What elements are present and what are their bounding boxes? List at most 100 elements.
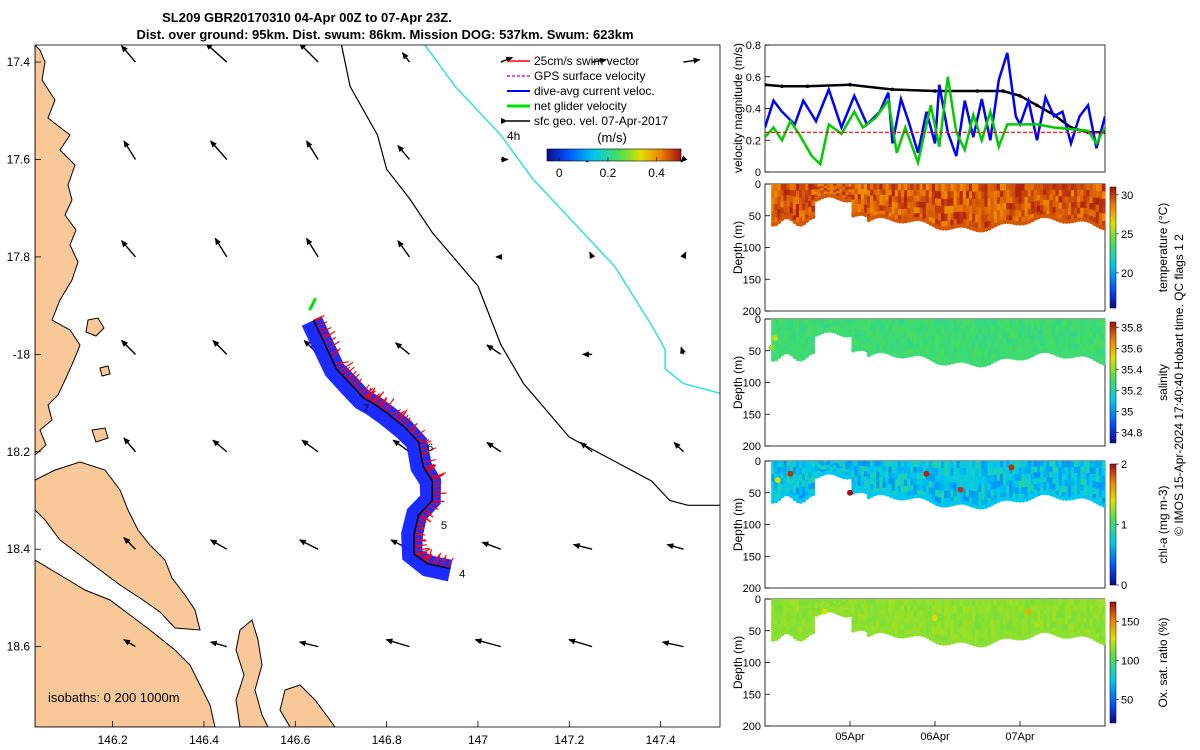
section-cell bbox=[978, 491, 982, 500]
section-cell bbox=[820, 605, 825, 609]
section-cell bbox=[799, 211, 803, 219]
section-cell bbox=[848, 461, 853, 465]
section-cell bbox=[1098, 634, 1103, 643]
section-cell bbox=[1024, 473, 1029, 481]
section-cell bbox=[925, 461, 930, 468]
section-cell bbox=[1043, 466, 1047, 472]
section-colorbar-label: Ox. sat. ratio (%) bbox=[1156, 617, 1170, 707]
section-cell bbox=[1015, 487, 1020, 495]
section-cell bbox=[1024, 624, 1029, 632]
section-cell bbox=[1049, 346, 1054, 353]
section-cell bbox=[792, 202, 797, 210]
section-cell bbox=[845, 184, 850, 188]
section-cell bbox=[910, 348, 914, 356]
map-y-tick-label: 18.2 bbox=[7, 445, 31, 459]
section-cell bbox=[795, 632, 800, 640]
section-cell bbox=[817, 470, 822, 474]
section-cell bbox=[799, 197, 803, 205]
section-cell bbox=[981, 334, 986, 343]
section-cell bbox=[1006, 473, 1010, 481]
section-cell bbox=[873, 488, 877, 495]
section-y-tick-label: 150 bbox=[743, 551, 761, 563]
section-cell bbox=[1083, 472, 1088, 480]
section-cell bbox=[919, 610, 924, 618]
section-cell bbox=[777, 611, 782, 619]
section-cell bbox=[792, 325, 797, 332]
section-colorbar-label: chl-a (mg m-3) bbox=[1156, 485, 1170, 563]
section-cell bbox=[1098, 219, 1103, 228]
section-cell bbox=[1049, 341, 1054, 347]
section-cell bbox=[792, 486, 797, 493]
section-cell bbox=[783, 604, 788, 611]
section-cell bbox=[804, 633, 810, 638]
section-cell bbox=[1052, 319, 1057, 326]
section-cell bbox=[919, 342, 924, 349]
section-cell bbox=[978, 476, 982, 485]
velocity-point bbox=[890, 87, 895, 92]
section-cell bbox=[1089, 599, 1094, 606]
section-cell bbox=[1101, 220, 1106, 229]
island bbox=[99, 365, 111, 377]
section-cell bbox=[916, 490, 921, 497]
section-cell bbox=[1098, 198, 1103, 206]
section-cell bbox=[829, 461, 834, 464]
section-cell bbox=[848, 329, 853, 333]
section-cell bbox=[919, 213, 924, 220]
section-cell bbox=[910, 599, 914, 606]
section-cell bbox=[839, 189, 843, 192]
colorbar-label: (m/s) bbox=[597, 130, 627, 145]
section-cell bbox=[969, 606, 973, 614]
section-cell bbox=[829, 326, 834, 330]
swim-vector bbox=[313, 315, 325, 321]
section-cell bbox=[771, 619, 775, 627]
section-cell bbox=[1058, 214, 1063, 222]
section-cell bbox=[891, 466, 896, 474]
section-cell bbox=[833, 605, 837, 608]
section-cell bbox=[959, 353, 964, 361]
section-cell bbox=[879, 477, 884, 483]
section-cell bbox=[873, 319, 877, 325]
section-cell bbox=[882, 329, 887, 336]
section-cell bbox=[808, 621, 812, 628]
section-cell bbox=[777, 624, 782, 631]
section-cell bbox=[795, 197, 800, 205]
section-cell bbox=[1018, 467, 1023, 475]
swim-vector bbox=[316, 321, 328, 328]
section-cell bbox=[959, 467, 964, 476]
section-cell bbox=[1021, 467, 1026, 475]
section-cell bbox=[1030, 616, 1035, 624]
section-cell bbox=[817, 463, 822, 467]
section-cell bbox=[981, 222, 986, 231]
section-y-tick-label: 0 bbox=[755, 456, 761, 468]
section-cell bbox=[925, 215, 930, 223]
section-cell bbox=[1058, 605, 1063, 612]
section-cell bbox=[817, 601, 822, 605]
section-cell bbox=[814, 463, 819, 467]
section-cell bbox=[975, 326, 979, 335]
section-cell bbox=[854, 199, 859, 205]
section-cell bbox=[944, 184, 948, 192]
section-cell bbox=[876, 345, 880, 352]
section-cell bbox=[1040, 609, 1044, 616]
section-cell bbox=[808, 336, 812, 343]
section-cell bbox=[1012, 624, 1016, 632]
section-cell bbox=[1077, 616, 1081, 624]
copyright-caption: © IMOS 15-Apr-2024 17:40:40 Hobart time.… bbox=[1172, 234, 1186, 536]
section-cell bbox=[962, 198, 967, 206]
section-cell bbox=[1095, 626, 1100, 634]
section-cell bbox=[860, 329, 865, 335]
section-cell bbox=[783, 195, 788, 201]
section-cell bbox=[1064, 184, 1069, 191]
section-cell bbox=[833, 469, 837, 472]
section-cell bbox=[941, 206, 945, 215]
section-cell bbox=[999, 216, 1004, 223]
section-cell bbox=[907, 337, 911, 344]
section-cell bbox=[876, 319, 880, 325]
section-cell bbox=[947, 220, 952, 229]
section-cell bbox=[1086, 461, 1091, 468]
section-cell bbox=[771, 190, 775, 198]
section-cell bbox=[774, 190, 778, 198]
section-cell bbox=[1089, 215, 1094, 223]
section-cell bbox=[860, 204, 865, 210]
section-cell bbox=[1015, 325, 1020, 333]
